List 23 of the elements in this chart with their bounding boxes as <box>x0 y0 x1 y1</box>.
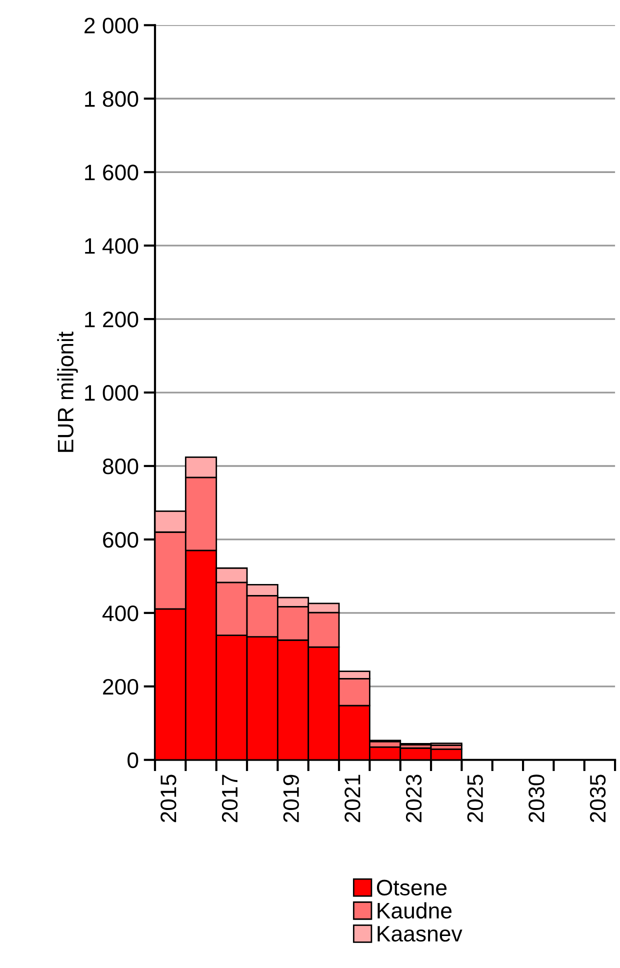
y-tick-label: 0 <box>128 752 138 768</box>
y-tick-label: 1 800 <box>85 91 138 107</box>
x-tick-label: 2021 <box>344 774 360 822</box>
y-tick-label: 200 <box>103 678 138 695</box>
y-tick-label: 1 200 <box>85 312 138 328</box>
y-tick-label: 1 000 <box>85 385 138 401</box>
legend-label: Kaudne <box>378 902 452 919</box>
x-tick-label: 2019 <box>283 774 299 822</box>
legend-label: Otsene <box>376 880 447 896</box>
x-tick-label: 2017 <box>222 774 238 822</box>
y-tick-label: 800 <box>102 458 138 474</box>
x-tick-label: 2023 <box>406 774 422 822</box>
x-tick-label: 2035 <box>590 774 606 822</box>
legend-label: Kaasnev <box>378 926 462 942</box>
x-tick-label: 2015 <box>160 774 176 822</box>
y-tick-label: 2 000 <box>84 18 138 34</box>
x-tick-label: 2025 <box>467 774 483 822</box>
y-axis-title: EUR miljonit <box>57 332 78 452</box>
y-tick-label: 400 <box>102 605 138 622</box>
y-tick-label: 600 <box>103 532 138 548</box>
y-tick-label: 1 600 <box>85 164 138 180</box>
y-tick-label: 1 400 <box>85 238 138 254</box>
x-tick-label: 2030 <box>528 774 544 822</box>
